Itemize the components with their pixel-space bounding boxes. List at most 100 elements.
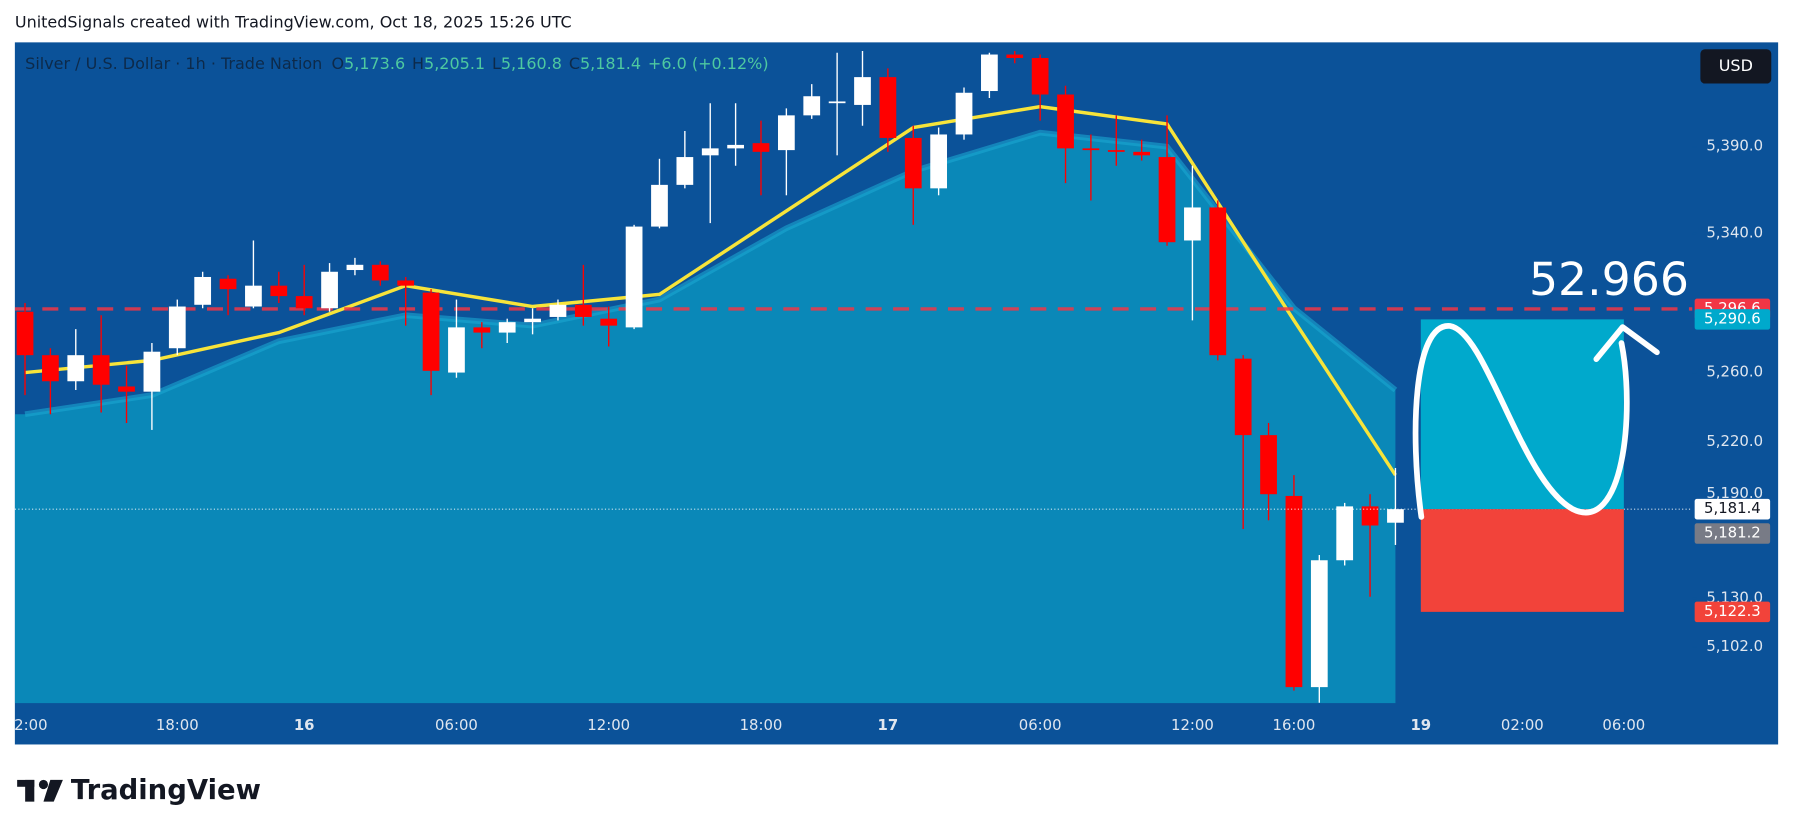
brand-name: TradingView [71, 775, 261, 806]
candle-body [1387, 509, 1404, 523]
candle-body [1158, 157, 1176, 243]
legend-change: +6.0 (+0.12%) [648, 54, 769, 73]
y-tick-label: 5,220.0 [1706, 432, 1763, 450]
legend-key: O [331, 54, 344, 73]
candle-body [16, 311, 34, 356]
candle-body [955, 92, 973, 135]
candle-body [1260, 435, 1277, 495]
candle-body [448, 327, 465, 373]
candle-body [651, 184, 668, 227]
target-zone [1420, 319, 1624, 510]
price-badge [1694, 309, 1771, 330]
candle-body [1234, 358, 1252, 436]
candle-body [371, 264, 389, 281]
currency-button[interactable] [1700, 49, 1772, 84]
candle-body [1361, 506, 1379, 526]
candle-body [245, 285, 262, 307]
candle-body [1285, 495, 1303, 688]
candle-body [828, 101, 846, 104]
candle-body [473, 327, 491, 333]
x-tick-label: 06:00 [1019, 716, 1062, 734]
candle-body [879, 77, 897, 138]
price-badge [1694, 498, 1771, 520]
ma-line [24, 104, 1397, 477]
hand-drawn-arrow [1593, 324, 1660, 362]
ma-area-edge [24, 129, 1398, 418]
overlay: 52.966 Silver / U.S. Dollar · 1h · Trade … [14, 54, 1771, 734]
candle-body [1209, 207, 1227, 356]
candle-body [600, 318, 618, 326]
plot-area [14, 51, 1693, 704]
legend-value: 5,160.8 [501, 54, 562, 73]
candle-body [219, 278, 237, 290]
price-badge-label: 5,181.4 [1704, 499, 1761, 517]
x-tick-label: 18:00 [740, 716, 783, 734]
candle-body [803, 96, 821, 116]
candle-body [625, 226, 643, 328]
candle-body [498, 322, 516, 333]
candle-body [854, 77, 871, 105]
legend-key: C [569, 54, 580, 73]
legend: Silver / U.S. Dollar · 1h · Trade Nation… [25, 54, 768, 73]
candle-body [524, 318, 541, 323]
x-tick-label: 2:00 [14, 716, 47, 734]
price-badge-label: 5,181.2 [1704, 524, 1761, 542]
chart-title: Silver / U.S. Dollar · 1h · Trade Nation [25, 54, 322, 73]
header: UnitedSignals created with TradingView.c… [15, 12, 572, 31]
candle-body [1031, 58, 1049, 95]
legend-key: H [412, 54, 424, 73]
candle-body [194, 276, 212, 305]
price-badge-label: 5,122.3 [1704, 602, 1761, 620]
candle-body [930, 134, 948, 189]
x-tick-label: 12:00 [1171, 716, 1214, 734]
candle-body [92, 355, 110, 385]
ma-area [14, 132, 1396, 704]
candle-body [1107, 150, 1125, 152]
x-tick-label: 19 [1410, 716, 1431, 734]
price-badge-label: 5,290.6 [1704, 309, 1761, 327]
hand-drawn-curve [1412, 323, 1630, 520]
candle-body [42, 355, 59, 382]
y-tick-label: 5,390.0 [1706, 137, 1763, 155]
x-tick-label: 18:00 [156, 716, 199, 734]
x-tick-label: 17 [878, 716, 899, 734]
y-tick-label: 5,102.0 [1706, 637, 1763, 655]
annotation: 52.966 [1529, 253, 1689, 306]
candle-body [118, 386, 135, 392]
candle-body [676, 157, 694, 185]
candle-body [904, 137, 922, 189]
x-tick-label: 06:00 [435, 716, 478, 734]
y-tick-label: 5,340.0 [1706, 224, 1763, 242]
candle-body [1082, 148, 1100, 151]
y-tick-label: 5,260.0 [1706, 363, 1763, 381]
x-tick-label: 06:00 [1602, 716, 1645, 734]
candle-body [1184, 207, 1201, 241]
legend-value: 5,181.4 [580, 54, 641, 73]
currency-label[interactable]: USD [1719, 56, 1753, 75]
stop-zone [1420, 509, 1624, 612]
candle-body [981, 54, 998, 92]
price-badge [1694, 523, 1771, 544]
candle-body [1336, 506, 1354, 561]
candle-body [422, 292, 440, 371]
price-badge [1694, 601, 1771, 623]
candle-body [701, 148, 719, 156]
candle-body [397, 280, 415, 286]
candle-body [777, 115, 795, 151]
brand-logo [17, 779, 63, 802]
candle-body [1057, 94, 1074, 149]
candle-body [67, 355, 85, 382]
candle-body [270, 285, 288, 297]
candle-body [1006, 54, 1024, 59]
legend-value: 5,173.6 [344, 54, 405, 73]
candle-body [1133, 151, 1151, 156]
candle-body [727, 144, 744, 149]
candle-body [574, 304, 592, 317]
x-tick-label: 16:00 [1273, 716, 1316, 734]
candle-body [549, 304, 567, 317]
x-tick-label: 12:00 [587, 716, 630, 734]
candle-body [143, 351, 161, 392]
candle-body [295, 296, 313, 309]
candle-body [346, 264, 364, 271]
